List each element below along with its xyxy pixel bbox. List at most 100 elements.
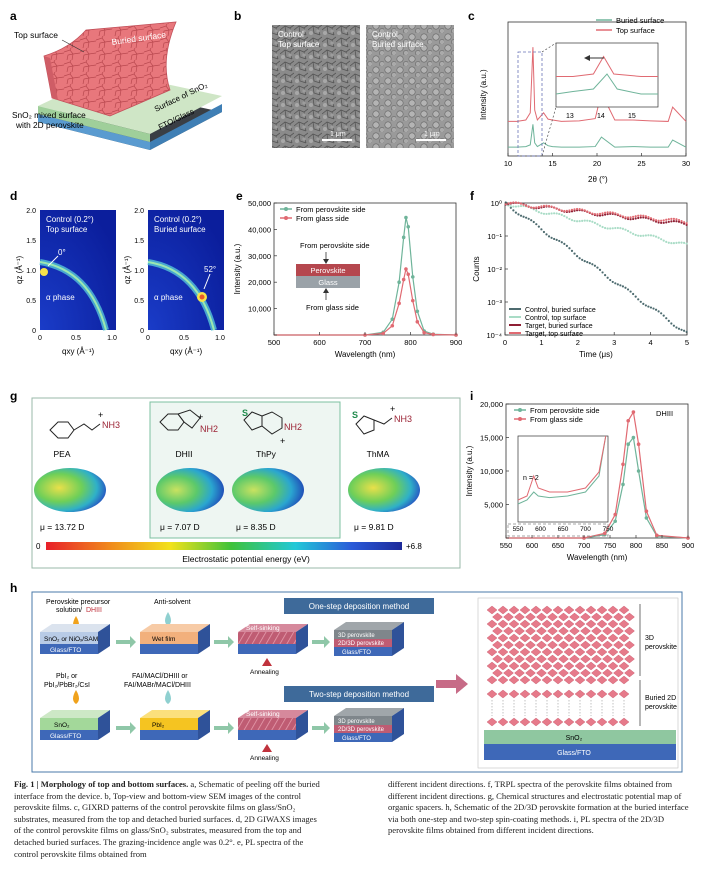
data-point bbox=[535, 209, 538, 212]
svg-text:14: 14 bbox=[597, 113, 605, 120]
data-point bbox=[565, 244, 568, 247]
svg-text:NH3: NH3 bbox=[394, 414, 412, 424]
octahedron bbox=[574, 689, 586, 699]
tick-label: 10⁻³ bbox=[487, 298, 502, 307]
panel-a: a Top surface Buried surface SnO₂ mixed … bbox=[10, 9, 222, 150]
data-point bbox=[654, 308, 658, 311]
data-point bbox=[591, 263, 594, 266]
svg-text:Anti-solvent: Anti-solvent bbox=[154, 599, 191, 606]
data-point bbox=[634, 217, 637, 220]
svg-text:α phase: α phase bbox=[154, 293, 183, 302]
octahedron bbox=[503, 626, 514, 636]
octahedron bbox=[624, 668, 635, 678]
panel-g: g NH3 + PEA μ = 13.72 D NH2 + DHII μ = 7… bbox=[10, 389, 461, 569]
data-point bbox=[537, 211, 540, 214]
data-point bbox=[654, 235, 658, 238]
octahedron bbox=[514, 640, 525, 650]
octahedron bbox=[508, 633, 520, 643]
octahedron bbox=[536, 668, 547, 678]
tick-label: 10⁻¹ bbox=[487, 232, 502, 241]
data-point bbox=[685, 330, 688, 333]
pl-lines bbox=[274, 215, 458, 337]
data-point bbox=[682, 241, 686, 244]
data-point bbox=[642, 234, 645, 237]
data-point bbox=[662, 221, 665, 224]
data-point bbox=[545, 233, 548, 236]
svg-text:One-step deposition method: One-step deposition method bbox=[309, 602, 410, 611]
data-point bbox=[626, 442, 630, 447]
octahedron bbox=[602, 668, 613, 678]
data-point bbox=[639, 234, 642, 237]
svg-text:+: + bbox=[390, 404, 395, 414]
data-point bbox=[672, 220, 675, 223]
data-point bbox=[568, 209, 571, 212]
data-point bbox=[685, 242, 688, 245]
sem-top-surface bbox=[272, 25, 360, 148]
octahedron bbox=[563, 619, 575, 629]
fto-front bbox=[38, 114, 150, 150]
svg-text:1.5: 1.5 bbox=[134, 238, 144, 245]
octahedron bbox=[525, 612, 536, 622]
data-point bbox=[619, 284, 622, 287]
data-point bbox=[657, 221, 660, 224]
octahedron bbox=[596, 647, 608, 657]
data-point bbox=[677, 220, 681, 223]
octahedron bbox=[547, 612, 558, 622]
octahedron bbox=[541, 675, 553, 685]
svg-text:Buried surface: Buried surface bbox=[154, 225, 206, 234]
data-point bbox=[616, 283, 619, 286]
data-point bbox=[550, 205, 553, 208]
tick-label: 5 bbox=[685, 338, 689, 347]
data-point bbox=[514, 205, 518, 208]
octahedron bbox=[508, 717, 520, 727]
svg-text:FAI/MACl/DHIII or: FAI/MACl/DHIII or bbox=[132, 673, 188, 680]
octahedron bbox=[563, 633, 575, 643]
data-point bbox=[519, 202, 523, 205]
figure-1: a Top surface Buried surface SnO₂ mixed … bbox=[10, 9, 694, 773]
octahedron bbox=[519, 717, 531, 727]
data-point bbox=[675, 326, 678, 329]
data-point bbox=[601, 271, 604, 274]
data-point bbox=[626, 418, 630, 423]
svg-text:0.5: 0.5 bbox=[179, 335, 189, 342]
svg-text:Glass/FTO: Glass/FTO bbox=[50, 733, 81, 740]
data-point bbox=[601, 212, 604, 215]
tick-label: 25 bbox=[637, 159, 645, 168]
legend-label: Target, top surface bbox=[525, 331, 583, 338]
data-point bbox=[553, 212, 556, 215]
data-point bbox=[422, 330, 426, 335]
data-point bbox=[575, 220, 579, 223]
data-point bbox=[665, 317, 668, 320]
legend-label: Control, top surface bbox=[525, 315, 586, 322]
data-point bbox=[613, 512, 617, 517]
octahedron bbox=[541, 633, 553, 643]
octahedron bbox=[552, 647, 564, 657]
data-point bbox=[560, 241, 563, 244]
octahedron bbox=[486, 689, 498, 699]
perovskite-layer bbox=[296, 264, 360, 276]
tick-label: 500 bbox=[268, 338, 281, 347]
octahedron bbox=[508, 647, 520, 657]
svg-text:μ = 13.72 D: μ = 13.72 D bbox=[40, 522, 84, 532]
x-ticks: 10 15 20 25 30 bbox=[504, 153, 690, 168]
octahedron bbox=[624, 640, 635, 650]
data-point bbox=[616, 226, 619, 230]
data-point bbox=[665, 221, 668, 224]
data-point bbox=[527, 205, 530, 208]
caption-right: different incident directions. f, TRPL s… bbox=[388, 779, 689, 836]
data-point bbox=[609, 227, 612, 230]
octahedron bbox=[624, 626, 635, 636]
octahedron bbox=[503, 654, 514, 664]
svg-text:+: + bbox=[280, 436, 285, 446]
octahedron bbox=[514, 654, 525, 664]
data-point bbox=[604, 274, 607, 277]
caption-left: Fig. 1 | Morphology of top and bottom su… bbox=[14, 779, 320, 859]
axis-ticks: 500 600 700 800 900 10,000 20,000 30,000 40,000 5… bbox=[233, 199, 462, 359]
data-point bbox=[621, 482, 625, 487]
data-point bbox=[563, 214, 566, 218]
data-point bbox=[652, 307, 655, 310]
data-point bbox=[530, 219, 533, 222]
data-point bbox=[545, 212, 548, 216]
data-point bbox=[660, 221, 663, 224]
tick-label: 600 bbox=[535, 526, 546, 533]
